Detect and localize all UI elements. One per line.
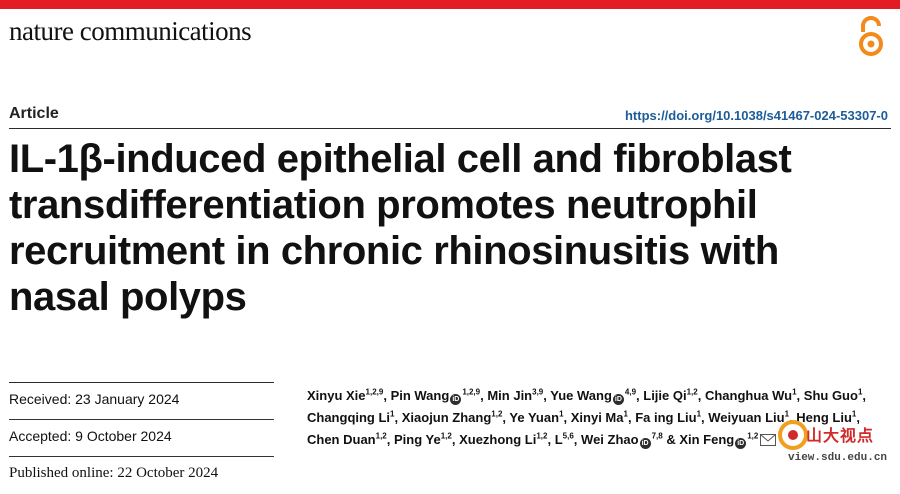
author-affiliation: 1,2 bbox=[686, 387, 698, 397]
published-date: Published online: 22 October 2024 bbox=[9, 465, 219, 481]
author-name-text: Yue Wang bbox=[550, 388, 612, 403]
author-name-text: Xiaojun Zhang bbox=[401, 410, 492, 425]
author-name[interactable]: Ping Ye1,2 bbox=[394, 432, 452, 447]
author-affiliation: 1 bbox=[851, 409, 857, 419]
author-name[interactable]: Shu Guo1 bbox=[804, 388, 863, 403]
accepted-date: Accepted: 9 October 2024 bbox=[9, 428, 172, 444]
doi-link[interactable]: https://doi.org/10.1038/s41467-024-53307… bbox=[624, 108, 888, 123]
author-name-text: Pin Wang bbox=[390, 388, 450, 403]
dates-top-divider bbox=[9, 382, 274, 383]
author-name-text: Weiyuan Liu bbox=[708, 410, 785, 425]
author-affiliation: 7,8 bbox=[651, 431, 663, 441]
author-affiliation: 1,2,9 bbox=[365, 387, 384, 397]
orcid-icon[interactable]: iD bbox=[735, 438, 747, 449]
author-affiliation: 1 bbox=[792, 387, 797, 397]
author-name[interactable]: Xiaojun Zhang1,2 bbox=[402, 410, 503, 425]
received-date-row: Received: 23 January 2024 bbox=[9, 383, 274, 420]
author-name[interactable]: Weiyuan Liu1 bbox=[708, 410, 789, 425]
author-name-text: Xinyu Xie bbox=[307, 388, 366, 403]
author-name[interactable]: Lijie Qi1,2 bbox=[643, 388, 697, 403]
author-name-text: Heng Liu bbox=[796, 410, 852, 425]
author-affiliation: 4,9 bbox=[624, 387, 637, 397]
author-name-text: Xuezhong Li bbox=[459, 432, 537, 447]
author-name[interactable]: Yue Wang iD4,9 bbox=[550, 387, 637, 405]
article-type: Article bbox=[9, 105, 59, 122]
author-name[interactable]: Wei Zhao iD7,8 bbox=[581, 431, 663, 449]
email-envelope-icon[interactable] bbox=[760, 434, 777, 446]
received-date: Received: 23 January 2024 bbox=[9, 391, 180, 407]
author-affiliation: 1 bbox=[857, 387, 863, 397]
author-name-text: Lijie Qi bbox=[643, 388, 687, 403]
author-affiliation: 1 bbox=[623, 409, 628, 419]
author-name[interactable]: Xinyu Xie1,2,9 bbox=[307, 388, 383, 403]
author-affiliation: 1 bbox=[559, 409, 564, 419]
header-divider bbox=[9, 128, 891, 129]
author-name[interactable]: Xuezhong Li1,2 bbox=[459, 432, 547, 447]
author-name-text: Xin Feng bbox=[679, 432, 735, 447]
author-name[interactable]: Chen Duan1,2 bbox=[307, 432, 387, 447]
author-affiliation: 3,9 bbox=[532, 387, 544, 397]
author-name[interactable]: Heng Liu1 bbox=[796, 410, 856, 425]
accepted-date-row: Accepted: 9 October 2024 bbox=[9, 420, 274, 457]
journal-name: nature communications bbox=[9, 16, 252, 46]
title-line: recruitment in chronic rhinosinusitis wi… bbox=[9, 229, 779, 273]
title-line: transdifferentiation promotes neutrophil bbox=[9, 183, 758, 227]
author-affiliation: 1 bbox=[784, 409, 790, 419]
author-name[interactable]: Min Jin3,9 bbox=[487, 388, 543, 403]
date-divider bbox=[9, 419, 274, 420]
author-affiliation: 1,2 bbox=[491, 409, 503, 419]
author-name-text: Ye Yuan bbox=[509, 410, 560, 425]
publication-dates: Received: 23 January 2024 Accepted: 9 Oc… bbox=[9, 383, 274, 494]
author-name[interactable]: Changqing Li1 bbox=[307, 410, 395, 425]
author-name[interactable]: Xin Feng iD1,2 bbox=[679, 431, 777, 449]
author-name[interactable]: Changhua Wu1 bbox=[705, 388, 797, 403]
author-name-text: Fa ing Liu bbox=[635, 410, 697, 425]
journal-accent-bar bbox=[0, 0, 900, 9]
title-line: IL-1β-induced epithelial cell and fibrob… bbox=[9, 137, 792, 181]
author-name[interactable]: Ye Yuan1 bbox=[509, 410, 563, 425]
author-name[interactable]: Xinyi Ma1 bbox=[571, 410, 628, 425]
author-affiliation: 1,2 bbox=[747, 431, 759, 441]
author-name[interactable]: L5,6 bbox=[555, 432, 574, 447]
author-affiliation: 1,2 bbox=[536, 431, 548, 441]
author-name-text: Ping Ye bbox=[393, 432, 441, 447]
orcid-icon[interactable]: iD bbox=[612, 394, 624, 405]
orcid-icon[interactable]: iD bbox=[639, 438, 651, 449]
title-line: nasal polyps bbox=[9, 275, 247, 319]
author-affiliation: 5,6 bbox=[562, 431, 574, 441]
author-affiliation: 1 bbox=[696, 409, 702, 419]
author-affiliation: 1,2 bbox=[440, 431, 452, 441]
author-name-text: Wei Zhao bbox=[581, 432, 639, 447]
author-name-text: Xinyi Ma bbox=[570, 410, 624, 425]
author-name-text: Min Jin bbox=[487, 388, 533, 403]
watermark: 山大视点 view.sdu.edu.cn bbox=[772, 418, 900, 476]
watermark-text: 山大视点 bbox=[806, 428, 875, 445]
author-name-text: Shu Guo bbox=[803, 388, 858, 403]
author-name-text: Changhua Wu bbox=[704, 388, 793, 403]
watermark-url: view.sdu.edu.cn bbox=[788, 452, 888, 464]
author-list: Xinyu Xie1,2,9, Pin Wang iD1,2,9, Min Jin… bbox=[307, 387, 867, 449]
author-affiliation: 1,2,9 bbox=[462, 387, 481, 397]
watermark-logo-icon bbox=[778, 420, 808, 450]
author-name-text: Changqing Li bbox=[307, 410, 391, 425]
open-access-icon bbox=[859, 16, 883, 56]
author-name-text: Chen Duan bbox=[307, 432, 376, 447]
author-name[interactable]: Pin Wang iD1,2,9 bbox=[390, 387, 481, 405]
article-title: IL-1β-induced epithelial cell and fibrob… bbox=[9, 136, 889, 320]
orcid-icon[interactable]: iD bbox=[450, 394, 462, 405]
author-name[interactable]: Fa ing Liu1 bbox=[635, 410, 701, 425]
date-divider bbox=[9, 456, 274, 457]
author-affiliation: 1 bbox=[390, 409, 395, 419]
author-name-text: L bbox=[554, 432, 563, 447]
author-affiliation: 1,2 bbox=[375, 431, 387, 441]
